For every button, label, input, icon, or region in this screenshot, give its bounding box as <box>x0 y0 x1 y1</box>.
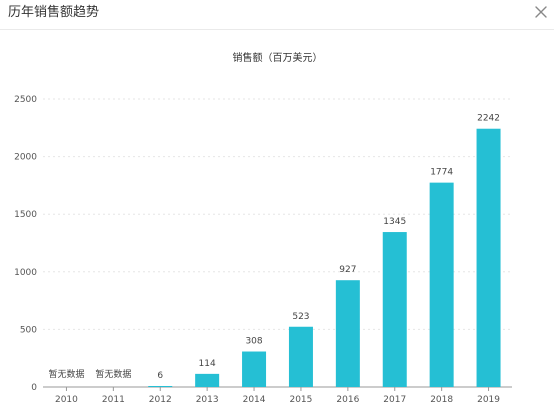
y-tick-label: 1000 <box>14 268 37 278</box>
data-label: 6 <box>157 371 163 381</box>
data-label: 1774 <box>430 168 453 178</box>
x-tick-label: 2015 <box>289 395 312 405</box>
x-tick-label: 2011 <box>102 395 125 405</box>
bar-2012 <box>148 386 173 387</box>
y-tick-label: 0 <box>31 383 37 393</box>
dialog-title: 历年销售额趋势 <box>8 5 100 20</box>
data-label: 308 <box>245 337 262 347</box>
bar-2017 <box>382 232 407 387</box>
close-icon[interactable] <box>534 5 548 19</box>
x-tick-label: 2010 <box>55 395 78 405</box>
chart-area: 销售额（百万美元） 0 500 1000 1500 2000 2500 2010 暂无数据 201… <box>0 30 554 410</box>
y-tick-label: 1500 <box>14 210 37 220</box>
sales-bar-chart: 销售额（百万美元） 0 500 1000 1500 2000 2500 2010 暂无数据 201… <box>14 51 512 405</box>
data-label: 927 <box>339 265 356 275</box>
x-tick-label: 2012 <box>149 395 172 405</box>
bar-2015 <box>288 326 313 387</box>
data-label: 暂无数据 <box>48 368 84 380</box>
y-tick-label: 500 <box>20 325 37 335</box>
bar-2018 <box>429 182 454 387</box>
x-tick-label: 2019 <box>477 395 500 405</box>
bar-2013 <box>195 373 220 387</box>
bar-2019 <box>476 128 501 387</box>
chart-title: 销售额（百万美元） <box>233 51 323 64</box>
x-tick-label: 2013 <box>196 395 219 405</box>
y-tick-label: 2000 <box>14 153 37 163</box>
data-label: 暂无数据 <box>95 368 131 380</box>
data-label: 2242 <box>477 114 500 124</box>
dialog-header: 历年销售额趋势 <box>0 0 554 30</box>
x-tick-label: 2014 <box>243 395 266 405</box>
y-tick-label: 2500 <box>14 95 37 105</box>
x-tick-label: 2016 <box>336 395 359 405</box>
bar-2014 <box>242 351 267 387</box>
data-label: 114 <box>199 359 216 369</box>
x-tick-label: 2017 <box>383 395 406 405</box>
bar-2016 <box>335 280 360 387</box>
x-tick-label: 2018 <box>430 395 453 405</box>
data-label: 523 <box>292 312 309 322</box>
data-label: 1345 <box>383 217 406 227</box>
